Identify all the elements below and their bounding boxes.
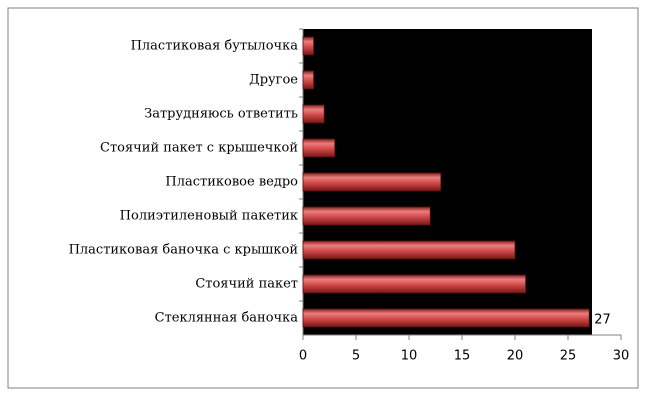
- y-tick-label: Полиэтиленовый пакетик: [120, 209, 298, 224]
- bar: [302, 206, 431, 226]
- x-tick-label: 15: [454, 349, 471, 364]
- data-label: 27: [594, 313, 611, 328]
- x-tick-label: 25: [560, 349, 577, 364]
- y-tick-label: Затрудняюсь ответить: [144, 107, 298, 122]
- y-tick-label: Другое: [249, 73, 298, 88]
- y-tick-label: Стоячий пакет с крышечкой: [100, 141, 298, 156]
- y-tick-label: Пластиковая баночка с крышкой: [69, 243, 298, 258]
- bar: [302, 240, 516, 260]
- bar: [302, 36, 315, 56]
- x-tick-label: 10: [401, 349, 418, 364]
- bar: [302, 104, 325, 124]
- x-tick-label: 0: [299, 349, 307, 364]
- y-tick-label: Стеклянная баночка: [155, 311, 299, 326]
- x-tick-label: 30: [613, 349, 630, 364]
- bar: [302, 138, 336, 158]
- bar: [302, 308, 590, 328]
- bar: [302, 274, 527, 294]
- x-tick-label: 20: [507, 349, 524, 364]
- x-tick-label: 5: [352, 349, 360, 364]
- y-tick-label: Пластиковая бутылочка: [131, 39, 299, 54]
- bar: [302, 172, 442, 192]
- y-tick-label: Пластиковое ведро: [165, 175, 298, 190]
- bar: [302, 70, 315, 90]
- y-tick-label: Стоячий пакет: [195, 277, 298, 292]
